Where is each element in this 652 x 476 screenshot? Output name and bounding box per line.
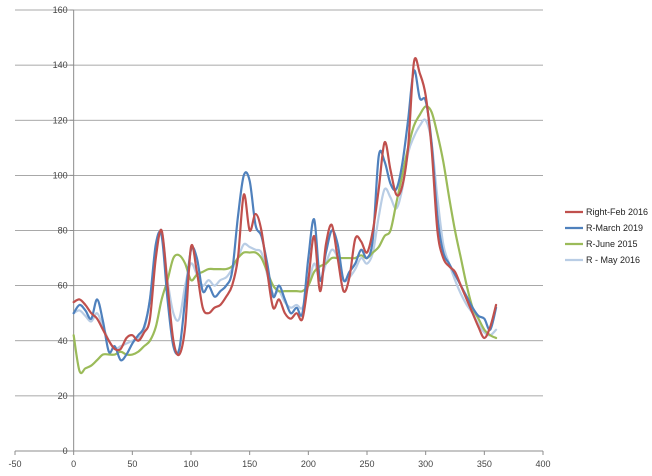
x-tick-label: 100: [183, 459, 198, 469]
legend-label-2: R-March 2019: [586, 223, 643, 233]
x-tick-label: 200: [301, 459, 316, 469]
y-tick-label: 40: [58, 336, 68, 346]
y-tick-label: 120: [53, 115, 68, 125]
x-tick-label: 50: [127, 459, 137, 469]
x-tick-label: 350: [477, 459, 492, 469]
y-tick-label: 140: [53, 60, 68, 70]
x-tick-label: 300: [418, 459, 433, 469]
x-tick-label: 150: [242, 459, 257, 469]
x-tick-label: 400: [535, 459, 550, 469]
series-line-3: [72, 105, 498, 375]
y-tick-label: 20: [58, 391, 68, 401]
legend: Right-Feb 2016 R-March 2019 R-June 2015 R -…: [565, 207, 648, 265]
y-tick-label: 80: [58, 226, 68, 236]
y-tick-label: 0: [63, 446, 68, 456]
legend-label-4: R - May 2016: [586, 255, 640, 265]
grid-lines: [15, 9, 543, 397]
y-tick-label: 160: [53, 5, 68, 15]
x-tick-label: 250: [359, 459, 374, 469]
axes: [14, 9, 544, 455]
series-line-1: [72, 56, 498, 357]
plot-area: [72, 56, 498, 375]
y-tick-label: 60: [58, 281, 68, 291]
x-tick-label: 0: [71, 459, 76, 469]
y-tick-label: 100: [53, 170, 68, 180]
x-tick-label: -50: [8, 459, 21, 469]
legend-label-3: R-June 2015: [586, 239, 638, 249]
legend-label-1: Right-Feb 2016: [586, 207, 648, 217]
tick-labels: -50 0 50 100 150 200 250 300 350 400 0 20 40 60 80 100 1…: [8, 5, 550, 469]
